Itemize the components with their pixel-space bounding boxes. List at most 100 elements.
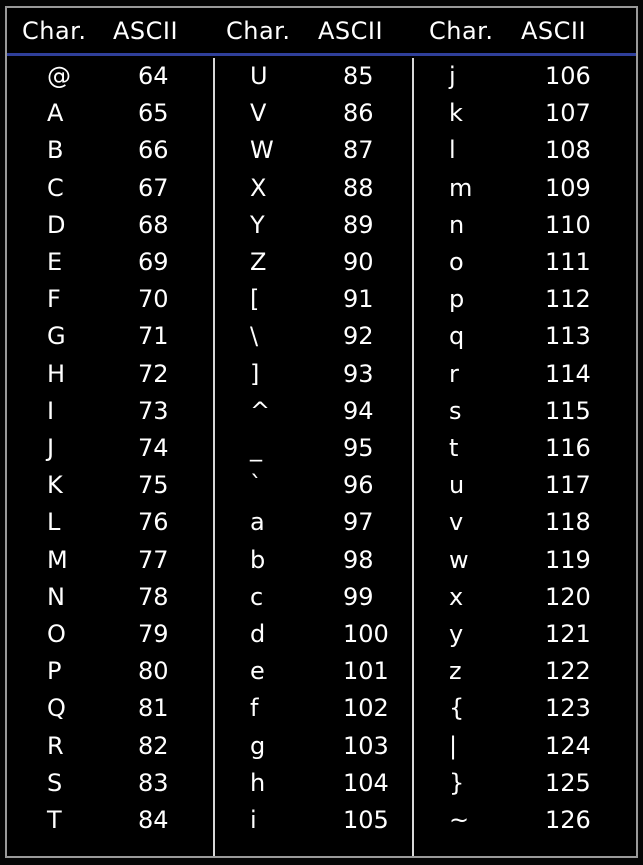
table-row: q 113 <box>7 318 591 355</box>
table-row: s 115 <box>7 393 591 430</box>
table-row: S 83 <box>7 765 207 802</box>
char-cell: c <box>250 582 264 611</box>
table-row: _ 95 <box>7 430 374 467</box>
table-row: u 117 <box>7 467 591 504</box>
ascii-code-cell: 124 <box>545 731 591 760</box>
ascii-code-cell: 103 <box>343 731 389 760</box>
table-row: h 104 <box>7 765 389 802</box>
ascii-code-cell: 71 <box>138 322 169 351</box>
char-cell: ^ <box>250 396 271 425</box>
table-row: N 78 <box>7 579 207 616</box>
char-cell: p <box>449 285 465 314</box>
table-row: f 102 <box>7 690 389 727</box>
char-cell: s <box>449 396 462 425</box>
ascii-code-cell: 65 <box>138 99 169 128</box>
ascii-code-cell: 104 <box>343 768 389 797</box>
ascii-code-cell: 114 <box>545 359 591 388</box>
table-row: D 68 <box>7 207 207 244</box>
char-cell: ` <box>250 471 262 500</box>
char-cell: O <box>47 620 66 648</box>
char-cell: E <box>47 248 63 276</box>
ascii-code-cell: 89 <box>343 210 374 239</box>
ascii-code-cell: 83 <box>138 768 169 797</box>
table-row: Q 81 <box>7 690 207 727</box>
ascii-code-cell: 107 <box>545 99 591 128</box>
ascii-code-cell: 105 <box>343 806 389 834</box>
ascii-code-cell: 100 <box>343 620 389 648</box>
ascii-code-cell: 75 <box>138 471 169 500</box>
ascii-code-cell: 117 <box>545 471 591 500</box>
table-row: E 69 <box>7 244 207 281</box>
char-cell: w <box>449 545 469 574</box>
table-row: ] 93 <box>7 356 374 393</box>
ascii-code-cell: 82 <box>138 731 169 760</box>
char-cell: R <box>47 731 64 760</box>
char-cell: e <box>250 657 265 686</box>
ascii-code-cell: 96 <box>343 471 374 500</box>
ascii-code-cell: 77 <box>138 545 169 574</box>
table-row: } 125 <box>7 765 591 802</box>
char-cell: W <box>250 136 274 165</box>
char-cell: q <box>449 322 465 351</box>
table-row: l 108 <box>7 132 591 169</box>
table-header: Char. ASCII Char. ASCII Char. ASCII <box>7 8 636 53</box>
table-row: x 120 <box>7 579 591 616</box>
ascii-code-cell: 91 <box>343 285 374 314</box>
char-cell: Q <box>47 694 66 723</box>
char-cell: U <box>250 62 268 90</box>
ascii-code-cell: 76 <box>138 508 169 537</box>
table-row: @64 <box>7 58 207 95</box>
header-char-3: Char. <box>429 17 494 45</box>
table-row: t 116 <box>7 430 591 467</box>
header-char-2: Char. <box>226 17 291 45</box>
char-cell: r <box>449 359 459 388</box>
ascii-code-cell: 121 <box>545 620 591 648</box>
table-row: K 75 <box>7 467 207 504</box>
ascii-code-cell: 102 <box>343 694 389 723</box>
char-cell: y <box>449 620 464 648</box>
table-row: j 106 <box>7 58 591 95</box>
ascii-code-cell: 66 <box>138 136 169 165</box>
table-row: Z 90 <box>7 244 374 281</box>
table-row: y 121 <box>7 616 591 653</box>
char-cell: \ <box>250 322 259 351</box>
char-cell: f <box>250 694 259 723</box>
table-row: P 80 <box>7 653 207 690</box>
table-row: k 107 <box>7 95 591 132</box>
table-row: ` 96 <box>7 467 374 504</box>
table-row: o 111 <box>7 244 591 281</box>
table-row: M 77 <box>7 542 207 579</box>
ascii-code-cell: 80 <box>138 657 169 686</box>
table-row: w 119 <box>7 542 591 579</box>
table-row: ^ 94 <box>7 393 374 430</box>
header-ascii-3: ASCII <box>521 17 587 45</box>
ascii-code-cell: 87 <box>343 136 374 165</box>
ascii-code-cell: 99 <box>343 582 374 611</box>
ascii-code-cell: 70 <box>138 285 169 314</box>
char-cell: v <box>449 508 464 537</box>
table-row: G 71 <box>7 318 207 355</box>
char-cell: V <box>250 99 267 128</box>
char-cell: k <box>449 99 463 128</box>
ascii-code-cell: 94 <box>343 396 374 425</box>
table-row: B 66 <box>7 132 207 169</box>
ascii-code-cell: 106 <box>545 62 591 90</box>
char-cell: @ <box>47 62 71 90</box>
char-cell: P <box>47 657 62 686</box>
table-row: V 86 <box>7 95 374 132</box>
char-cell: H <box>47 359 66 388</box>
table-row: T 84 <box>7 802 207 839</box>
ascii-code-cell: 64 <box>138 62 169 90</box>
char-cell: K <box>47 471 63 500</box>
ascii-code-cell: 115 <box>545 396 591 425</box>
table-row: U 85 <box>7 58 374 95</box>
char-cell: G <box>47 322 66 351</box>
ascii-code-cell: 92 <box>343 322 374 351</box>
table-row: | 124 <box>7 728 591 765</box>
table-row: d 100 <box>7 616 389 653</box>
char-cell: i <box>250 806 257 834</box>
ascii-code-cell: 118 <box>545 508 591 537</box>
table-row: L 76 <box>7 504 207 541</box>
char-cell: [ <box>250 285 260 314</box>
ascii-code-cell: 119 <box>545 545 591 574</box>
